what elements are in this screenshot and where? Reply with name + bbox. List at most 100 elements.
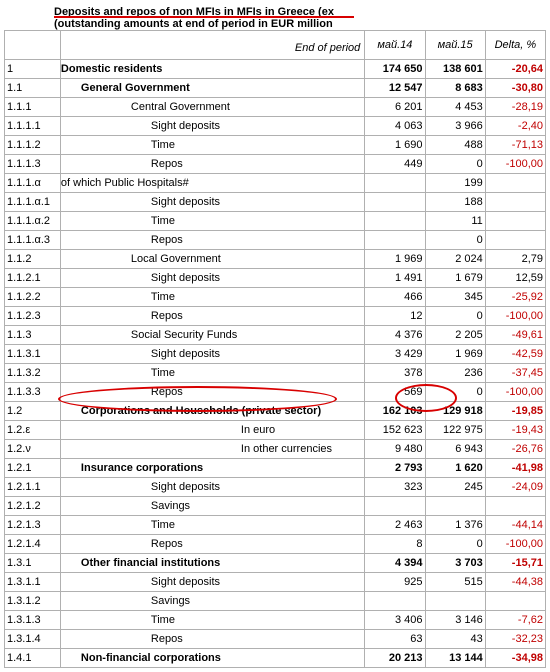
- row-delta: [485, 231, 545, 250]
- table-row: 1.1.3.3Repos5690-100,00: [5, 383, 546, 402]
- row-delta: -44,38: [485, 573, 545, 592]
- row-value-may14: 1 491: [365, 269, 425, 288]
- row-code: 1.1.3.3: [5, 383, 61, 402]
- row-label: Sight deposits: [60, 193, 364, 212]
- row-value-may15: 8 683: [425, 79, 485, 98]
- table-row: 1.2Corporations and Households (private …: [5, 402, 546, 421]
- row-value-may15: 345: [425, 288, 485, 307]
- table-row: 1.2.1Insurance corporations2 7931 620-41…: [5, 459, 546, 478]
- row-delta: -44,14: [485, 516, 545, 535]
- row-delta: -100,00: [485, 307, 545, 326]
- row-code: 1.1.2.1: [5, 269, 61, 288]
- row-code: 1.1.1.1: [5, 117, 61, 136]
- row-value-may15: 129 918: [425, 402, 485, 421]
- row-code: 1.1.3.2: [5, 364, 61, 383]
- row-label: Domestic residents: [60, 60, 364, 79]
- table-row: 1.1.1.αof which Public Hospitals#199: [5, 174, 546, 193]
- table-row: 1.2.1.2Savings: [5, 497, 546, 516]
- table-row: 1.4.1Non-financial corporations20 21313 …: [5, 649, 546, 668]
- table-row: 1.1.1.α.1Sight deposits188: [5, 193, 546, 212]
- table-row: 1.1.1.α.2Time11: [5, 212, 546, 231]
- row-delta: -7,62: [485, 611, 545, 630]
- row-code: 1.1.2.2: [5, 288, 61, 307]
- row-value-may15: 13 144: [425, 649, 485, 668]
- row-delta: 12,59: [485, 269, 545, 288]
- table-row: 1.1.2.3Repos120-100,00: [5, 307, 546, 326]
- row-label: Savings: [60, 592, 364, 611]
- row-value-may15: 0: [425, 307, 485, 326]
- row-code: 1.1.1: [5, 98, 61, 117]
- row-code: 1.3.1.1: [5, 573, 61, 592]
- row-value-may15: 3 966: [425, 117, 485, 136]
- table-row: 1.3.1.3Time3 4063 146-7,62: [5, 611, 546, 630]
- row-label: Repos: [60, 630, 364, 649]
- row-value-may15: 1 679: [425, 269, 485, 288]
- row-delta: -71,13: [485, 136, 545, 155]
- row-value-may15: 245: [425, 478, 485, 497]
- row-delta: [485, 212, 545, 231]
- row-label: Social Security Funds: [60, 326, 364, 345]
- row-value-may14: [365, 231, 425, 250]
- row-delta: -100,00: [485, 383, 545, 402]
- row-label: General Government: [60, 79, 364, 98]
- row-delta: -19,43: [485, 421, 545, 440]
- table-row: 1.2.εIn euro152 623122 975-19,43: [5, 421, 546, 440]
- row-value-may15: 188: [425, 193, 485, 212]
- row-label: Repos: [60, 383, 364, 402]
- row-value-may14: [365, 193, 425, 212]
- row-delta: [485, 193, 545, 212]
- row-value-may15: 236: [425, 364, 485, 383]
- table-row: 1.1.1.1Sight deposits4 0633 966-2,40: [5, 117, 546, 136]
- row-value-may15: 0: [425, 383, 485, 402]
- col-may15-header: май.15: [425, 31, 485, 60]
- row-value-may14: 162 103: [365, 402, 425, 421]
- row-code: 1: [5, 60, 61, 79]
- table-title: Deposits and repos of non MFIs in MFIs i…: [4, 4, 546, 18]
- row-value-may14: 3 406: [365, 611, 425, 630]
- row-label: Time: [60, 516, 364, 535]
- row-value-may14: 466: [365, 288, 425, 307]
- row-value-may15: 1 969: [425, 345, 485, 364]
- row-code: 1.2: [5, 402, 61, 421]
- col-period-header: End of period: [60, 31, 364, 60]
- table-subtitle: (outstanding amounts at end of period in…: [4, 18, 546, 30]
- row-value-may15: 3 703: [425, 554, 485, 573]
- row-delta: [485, 592, 545, 611]
- row-delta: -49,61: [485, 326, 545, 345]
- row-delta: -25,92: [485, 288, 545, 307]
- row-code: 1.2.ε: [5, 421, 61, 440]
- row-value-may14: 152 623: [365, 421, 425, 440]
- row-label: Time: [60, 136, 364, 155]
- row-label: Central Government: [60, 98, 364, 117]
- row-label: Local Government: [60, 250, 364, 269]
- row-delta: -24,09: [485, 478, 545, 497]
- row-code: 1.1.1.3: [5, 155, 61, 174]
- row-value-may15: 2 205: [425, 326, 485, 345]
- table-row: 1.3.1.4Repos6343-32,23: [5, 630, 546, 649]
- row-value-may15: 0: [425, 231, 485, 250]
- row-label: Other financial institutions: [60, 554, 364, 573]
- row-delta: -19,85: [485, 402, 545, 421]
- row-value-may15: 6 943: [425, 440, 485, 459]
- row-value-may15: 1 620: [425, 459, 485, 478]
- row-delta: -42,59: [485, 345, 545, 364]
- row-value-may14: 6 201: [365, 98, 425, 117]
- row-value-may14: 63: [365, 630, 425, 649]
- row-label: Sight deposits: [60, 269, 364, 288]
- col-code-header: [5, 31, 61, 60]
- row-value-may15: 0: [425, 535, 485, 554]
- row-code: 1.2.ν: [5, 440, 61, 459]
- table-row: 1.1.1.3Repos4490-100,00: [5, 155, 546, 174]
- row-value-may14: [365, 174, 425, 193]
- table-row: 1.3.1Other financial institutions4 3943 …: [5, 554, 546, 573]
- row-code: 1.2.1.4: [5, 535, 61, 554]
- row-label: Time: [60, 212, 364, 231]
- data-table: End of period май.14 май.15 Delta, % 1Do…: [4, 30, 546, 668]
- row-value-may15: 199: [425, 174, 485, 193]
- row-value-may15: [425, 497, 485, 516]
- row-value-may14: 8: [365, 535, 425, 554]
- row-value-may14: 378: [365, 364, 425, 383]
- row-code: 1.4.1: [5, 649, 61, 668]
- row-value-may15: 488: [425, 136, 485, 155]
- row-value-may15: [425, 592, 485, 611]
